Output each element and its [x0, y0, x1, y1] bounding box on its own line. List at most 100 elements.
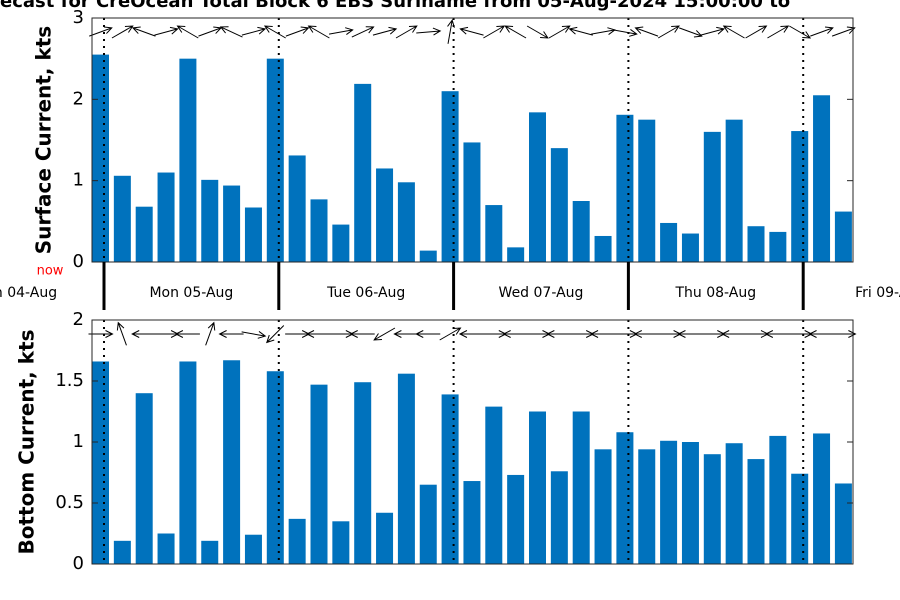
- bar: [485, 205, 503, 262]
- bar: [354, 83, 372, 262]
- bar: [244, 207, 262, 262]
- direction-arrow: [116, 321, 127, 346]
- bar: [376, 168, 394, 262]
- bar: [529, 112, 546, 262]
- direction-arrow: [154, 26, 179, 36]
- direction-arrow: [89, 26, 113, 37]
- bar: [660, 222, 678, 262]
- direction-arrow: [481, 330, 507, 338]
- direction-arrow: [634, 26, 659, 37]
- direction-arrow: [285, 26, 310, 37]
- direction-arrow: [789, 25, 812, 39]
- direction-arrow: [395, 25, 418, 39]
- direction-arrow: [372, 26, 398, 36]
- direction-arrow: [447, 19, 455, 44]
- direction-arrow: [263, 25, 286, 39]
- bar: [223, 185, 241, 262]
- direction-arrow: [525, 330, 551, 338]
- bar: [354, 382, 372, 564]
- bar: [791, 473, 809, 564]
- bar: [157, 172, 175, 262]
- now-label: now: [37, 264, 64, 279]
- direction-arrow: [677, 330, 703, 338]
- bar: [463, 142, 481, 262]
- bar: [113, 175, 131, 262]
- direction-arrow: [700, 330, 726, 338]
- bar: [616, 432, 634, 564]
- bar: [113, 540, 131, 564]
- y-tick-label: 2: [73, 309, 84, 330]
- direction-arrow: [589, 330, 616, 338]
- bar: [507, 247, 525, 262]
- bar: [332, 521, 350, 564]
- bar: [747, 459, 765, 564]
- bar: [791, 131, 809, 262]
- bar: [725, 119, 743, 263]
- bar: [92, 361, 109, 564]
- direction-arrow: [416, 27, 442, 36]
- bar: [223, 360, 241, 564]
- bar: [266, 58, 284, 262]
- direction-arrow: [569, 330, 595, 338]
- bar: [769, 231, 787, 262]
- day-label: Wed 07-Aug: [499, 285, 584, 301]
- bar: [834, 211, 852, 262]
- bar: [201, 540, 219, 564]
- y-tick-label: 3: [73, 7, 84, 28]
- bar: [681, 233, 699, 262]
- bar: [769, 435, 787, 564]
- direction-arrow: [111, 25, 134, 39]
- bar: [638, 449, 656, 564]
- day-label: Thu 08-Aug: [674, 285, 756, 301]
- bar: [244, 534, 262, 564]
- day-label: Mon 05-Aug: [149, 285, 233, 301]
- y-axis-label: Surface Current, kts: [32, 26, 56, 254]
- bar: [179, 361, 197, 564]
- direction-arrow: [548, 25, 571, 39]
- direction-arrow: [131, 26, 156, 37]
- direction-arrow: [591, 27, 616, 35]
- direction-arrow: [767, 25, 790, 39]
- y-tick-label: 1: [73, 431, 84, 452]
- bar: [507, 474, 525, 564]
- direction-arrow: [349, 330, 375, 338]
- y-tick-label: 0: [73, 553, 84, 574]
- direction-arrow: [612, 330, 639, 338]
- direction-arrow: [351, 26, 375, 38]
- direction-arrow: [810, 26, 834, 37]
- bar: [157, 533, 175, 564]
- day-label: Tue 06-Aug: [326, 285, 405, 301]
- chart-title: ecast for CreOcean Total Block 6 EBS Sur…: [0, 0, 790, 12]
- bar: [441, 394, 459, 564]
- direction-arrow: [568, 26, 593, 36]
- direction-arrow: [745, 25, 768, 39]
- bar: [135, 393, 153, 564]
- bar: [725, 443, 743, 564]
- direction-arrow: [131, 330, 157, 338]
- y-tick-label: 1: [73, 170, 84, 191]
- bar: [834, 483, 852, 564]
- direction-arrow: [154, 330, 180, 338]
- bar: [529, 411, 546, 564]
- bar: [288, 155, 306, 262]
- bar: [135, 206, 153, 262]
- direction-arrow: [504, 25, 527, 39]
- direction-arrow: [218, 330, 244, 338]
- bar: [813, 433, 831, 564]
- bar: [594, 235, 612, 262]
- direction-arrow: [285, 330, 311, 338]
- day-label: Fri 09-Aug: [855, 285, 900, 301]
- direction-arrow: [241, 26, 267, 36]
- direction-arrow: [764, 330, 790, 338]
- bar: [310, 384, 328, 564]
- bar: [813, 95, 831, 263]
- bar: [397, 373, 415, 564]
- direction-arrow: [328, 27, 354, 35]
- direction-arrow: [176, 25, 199, 39]
- bar: [376, 512, 394, 564]
- bar: [747, 226, 765, 262]
- direction-arrow: [439, 327, 462, 341]
- direction-arrow: [831, 330, 857, 338]
- direction-arrow: [219, 26, 243, 38]
- bar: [550, 148, 568, 262]
